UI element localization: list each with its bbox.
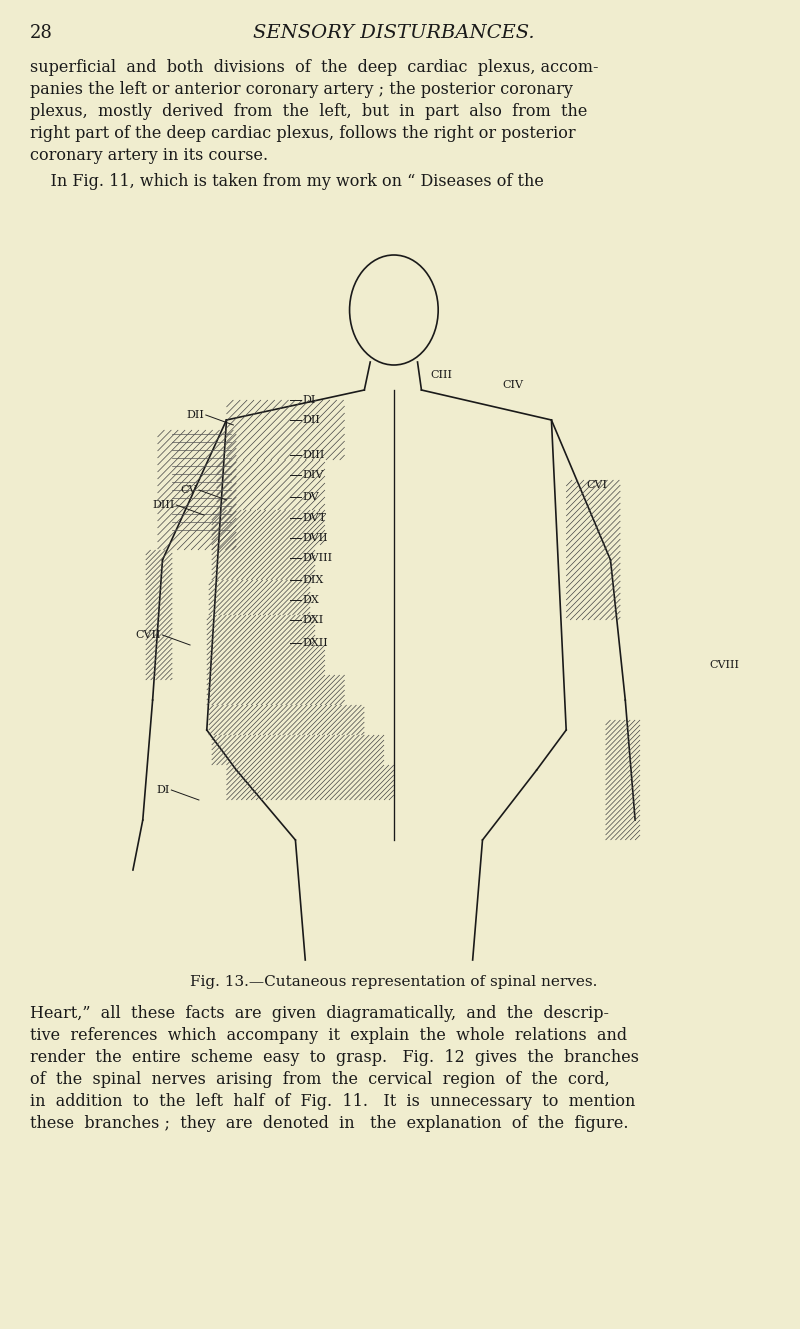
Text: DIII: DIII: [302, 451, 325, 460]
Text: DII: DII: [186, 411, 204, 420]
Text: panies the left or anterior coronary artery ; the posterior coronary: panies the left or anterior coronary art…: [30, 81, 573, 98]
Text: DX: DX: [302, 595, 319, 605]
Text: CV: CV: [181, 485, 197, 494]
Text: of  the  spinal  nerves  arising  from  the  cervical  region  of  the  cord,: of the spinal nerves arising from the ce…: [30, 1071, 610, 1088]
Text: Fig. 13.—Cutaneous representation of spinal nerves.: Fig. 13.—Cutaneous representation of spi…: [190, 975, 598, 989]
Text: right part of the deep cardiac plexus, follows the right or posterior: right part of the deep cardiac plexus, f…: [30, 125, 575, 142]
Text: DXII: DXII: [302, 638, 328, 649]
Text: DI: DI: [302, 395, 316, 405]
Text: DV: DV: [302, 492, 319, 502]
Text: DVIII: DVIII: [302, 553, 333, 563]
Text: render  the  entire  scheme  easy  to  grasp.   Fig.  12  gives  the  branches: render the entire scheme easy to grasp. …: [30, 1049, 638, 1066]
Text: CVII: CVII: [135, 630, 161, 641]
Text: CVIII: CVIII: [709, 661, 739, 670]
Text: DIII: DIII: [152, 500, 174, 510]
Text: DIX: DIX: [302, 575, 323, 585]
Text: DXI: DXI: [302, 615, 323, 625]
Text: DIV: DIV: [302, 470, 324, 480]
Text: In Fig. 11, which is taken from my work on “ Diseases of the: In Fig. 11, which is taken from my work …: [30, 173, 543, 190]
Text: coronary artery in its course.: coronary artery in its course.: [30, 148, 268, 163]
Text: DVII: DVII: [302, 533, 328, 544]
Text: these  branches ;  they  are  denoted  in   the  explanation  of  the  figure.: these branches ; they are denoted in the…: [30, 1115, 628, 1132]
Text: plexus,  mostly  derived  from  the  left,  but  in  part  also  from  the: plexus, mostly derived from the left, bu…: [30, 104, 587, 120]
Text: CIII: CIII: [430, 369, 452, 380]
Text: DVT: DVT: [302, 513, 326, 524]
Text: Heart,”  all  these  facts  are  given  diagramatically,  and  the  descrip-: Heart,” all these facts are given diagra…: [30, 1005, 609, 1022]
Text: 28: 28: [30, 24, 53, 43]
Text: DI: DI: [156, 785, 170, 795]
Text: DII: DII: [302, 415, 320, 425]
Text: CIV: CIV: [502, 380, 523, 389]
Text: tive  references  which  accompany  it  explain  the  whole  relations  and: tive references which accompany it expla…: [30, 1027, 626, 1045]
Text: in  addition  to  the  left  half  of  Fig.  11.   It  is  unnecessary  to  ment: in addition to the left half of Fig. 11.…: [30, 1092, 635, 1110]
Text: CVI: CVI: [586, 480, 607, 490]
Text: superficial  and  both  divisions  of  the  deep  cardiac  plexus, accom-: superficial and both divisions of the de…: [30, 58, 598, 76]
Text: SENSORY DISTURBANCES.: SENSORY DISTURBANCES.: [253, 24, 534, 43]
